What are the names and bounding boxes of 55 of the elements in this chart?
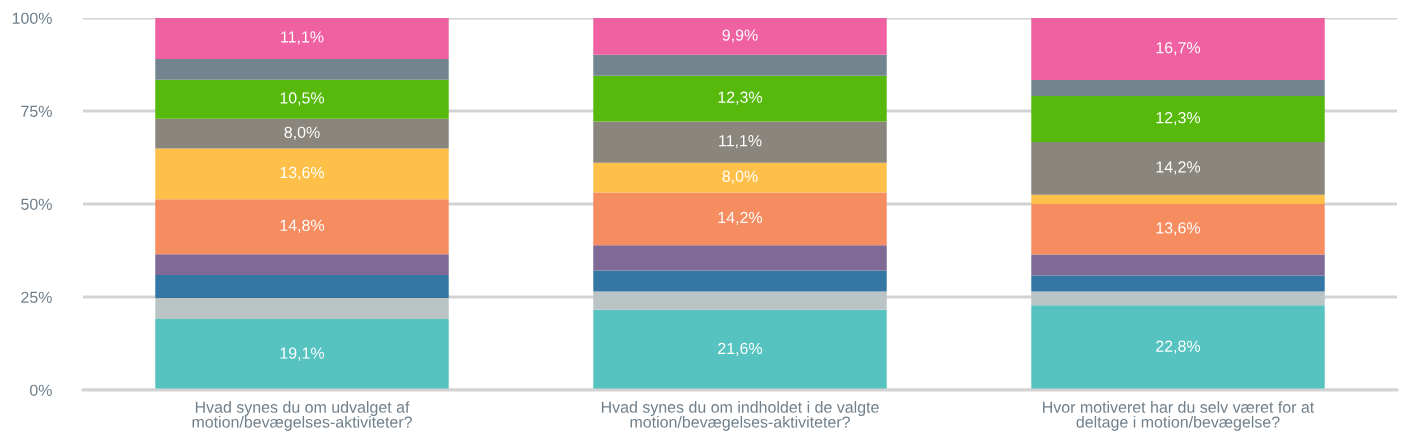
bar: [593, 270, 887, 292]
data-label: 9,9%: [722, 29, 758, 43]
bar: [593, 291, 887, 310]
data-label: 21,6%: [718, 342, 763, 356]
bar: [155, 79, 449, 119]
bar: [593, 245, 887, 271]
data-label: 12,3%: [1156, 111, 1201, 126]
data-label: 10,5%: [280, 92, 325, 106]
x-tick-label: Hvad synes du om indholdet i de valgte motion/bevægelses-aktiviteter?: [601, 401, 879, 431]
bar: [1031, 18, 1325, 81]
data-label: 13,6%: [1156, 222, 1201, 236]
bar: [593, 54, 887, 76]
data-label: 14,8%: [280, 219, 325, 233]
y-tick-label: 0%: [29, 384, 52, 396]
bar: [1031, 141, 1325, 195]
bar: [155, 148, 449, 200]
data-label: 8,0%: [722, 170, 758, 184]
data-label: 19,1%: [280, 347, 325, 361]
bar: [155, 58, 449, 80]
x-tick-label: Hvor motiveret har du selv været for at deltage i motion/bevægelse?: [1043, 401, 1315, 431]
bar: [155, 298, 449, 319]
x-tick-label: Hvad synes du om udvalget af motion/bevægelses-aktiviteter?: [192, 401, 412, 431]
bar: [1031, 291, 1325, 306]
data-label: 12,3%: [718, 91, 763, 105]
bar: [155, 199, 449, 255]
bar: [155, 275, 449, 299]
y-tick-label: 25%: [21, 291, 52, 303]
y-tick-label: 75%: [21, 105, 52, 117]
bar: [1031, 194, 1325, 204]
bar: [593, 192, 887, 246]
bar: [155, 254, 449, 276]
bar: [155, 118, 449, 149]
bar: [155, 18, 449, 59]
bar: [593, 162, 887, 193]
y-tick-label: 100%: [12, 12, 52, 24]
data-label: 16,7%: [1156, 42, 1201, 56]
bar: [1031, 80, 1325, 97]
y-tick-label: 50%: [21, 198, 52, 210]
data-label: 11,1%: [281, 31, 324, 45]
bar: [593, 18, 887, 55]
bar: [593, 121, 887, 163]
bar: [1031, 96, 1325, 142]
bar: [593, 75, 887, 122]
bar: [593, 309, 887, 390]
bar: [155, 318, 449, 390]
data-label: 14,2%: [1156, 161, 1201, 175]
bar: [1031, 254, 1325, 276]
data-label: 13,6%: [280, 166, 325, 181]
data-label: 11,1%: [719, 135, 762, 149]
data-label: 22,8%: [1156, 340, 1201, 354]
bar: [1031, 305, 1325, 390]
bar: [1031, 275, 1325, 292]
bar: [1031, 204, 1325, 255]
data-label: 14,2%: [718, 211, 763, 226]
data-label: 8,0%: [284, 126, 320, 140]
